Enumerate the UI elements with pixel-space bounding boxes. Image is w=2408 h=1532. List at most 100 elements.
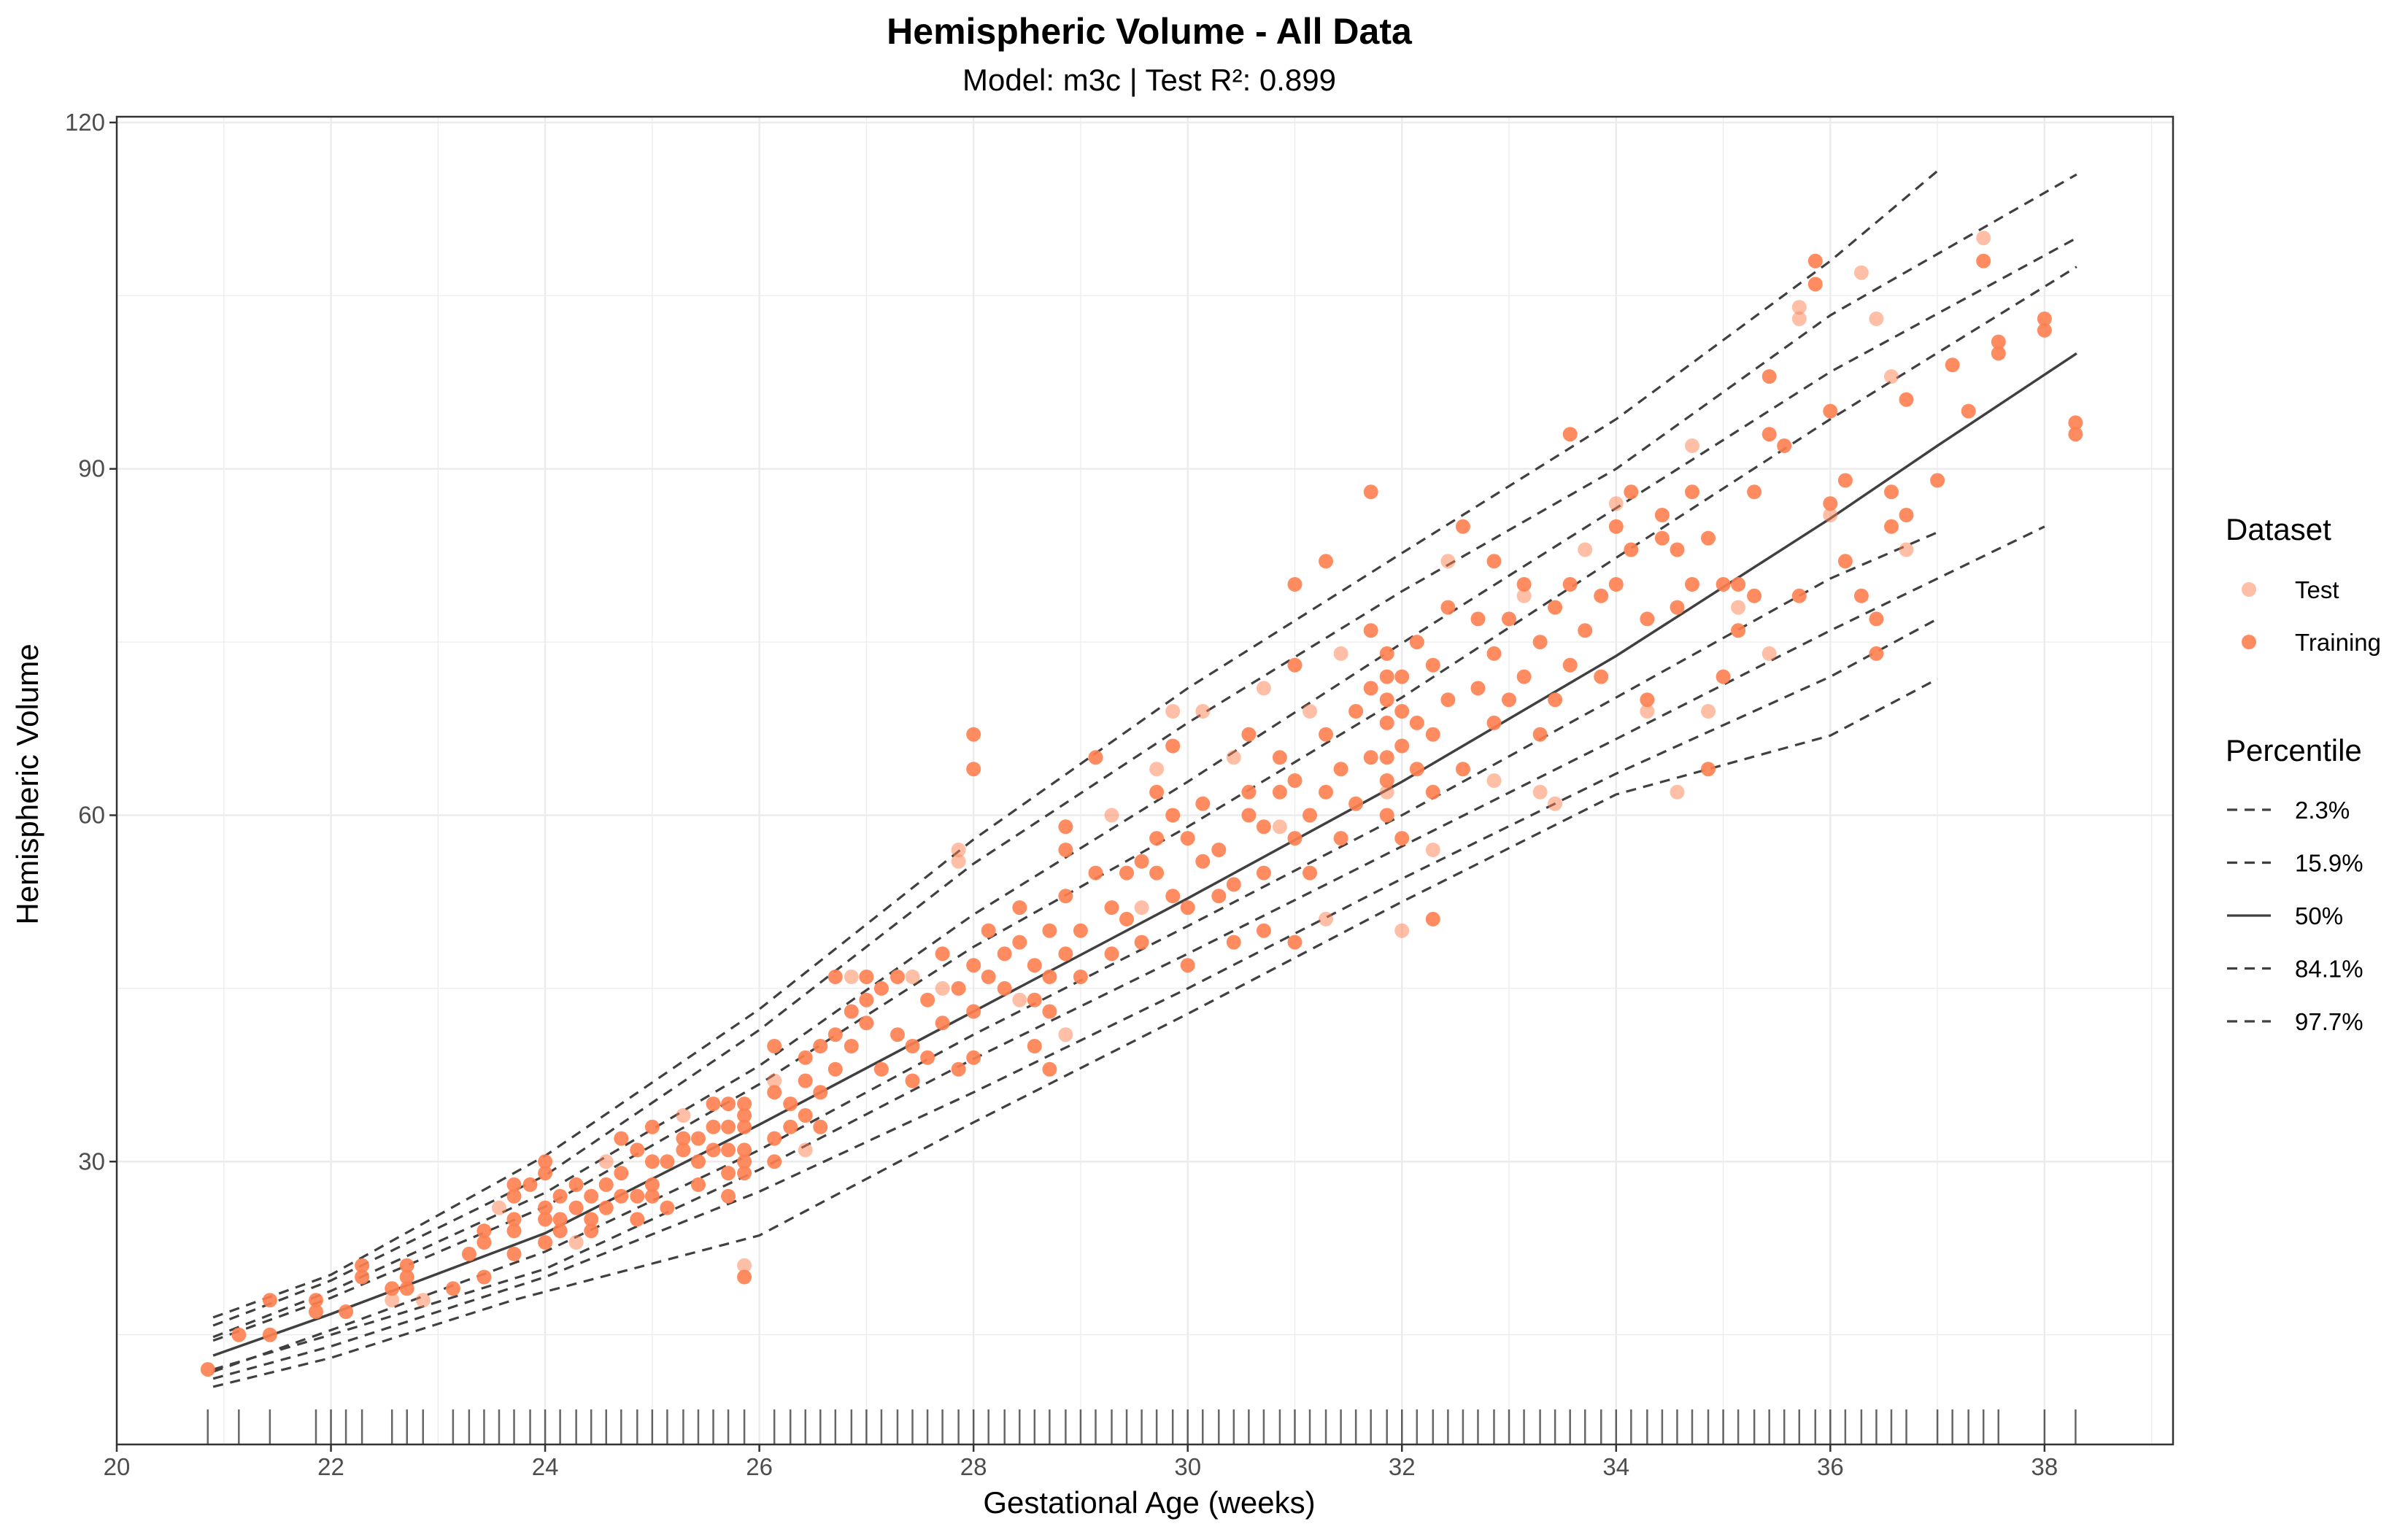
test-point: [1701, 704, 1716, 719]
training-point: [644, 1188, 660, 1204]
training-point: [355, 1258, 370, 1273]
training-point: [1853, 588, 1869, 603]
training-point: [1333, 762, 1348, 777]
training-point: [1104, 900, 1119, 916]
training-point: [1319, 554, 1333, 569]
training-point: [1807, 253, 1823, 268]
test-point: [1853, 265, 1869, 280]
training-point: [676, 1142, 691, 1158]
training-point: [1562, 577, 1578, 592]
percentile-curve: [212, 266, 2077, 1342]
training-point: [1088, 750, 1103, 765]
training-point: [1440, 692, 1456, 708]
training-point: [1502, 692, 1516, 708]
training-point: [568, 1200, 584, 1215]
training-point: [630, 1142, 645, 1158]
training-point: [1042, 1004, 1057, 1019]
training-point: [1516, 577, 1532, 592]
training-point: [1226, 877, 1241, 892]
test-point: [1058, 1027, 1073, 1042]
x-axis: 20 22 24 26 28 30 32 34 36 38: [104, 1444, 2058, 1480]
training-point: [1134, 854, 1149, 869]
legend-dataset-items: Test Training: [2242, 576, 2381, 656]
training-point: [1532, 727, 1548, 742]
training-point: [660, 1200, 675, 1215]
training-point: [1502, 611, 1516, 627]
training-point: [614, 1131, 629, 1146]
training-point: [399, 1258, 414, 1273]
training-point: [1256, 819, 1271, 835]
training-point: [767, 1085, 782, 1100]
training-point: [1211, 843, 1227, 857]
test-point: [1134, 900, 1149, 916]
training-point: [1042, 970, 1057, 984]
test-point: [737, 1258, 752, 1273]
training-point: [231, 1327, 247, 1342]
y-tick-label: 60: [78, 801, 105, 828]
legend-training-label: Training: [2295, 629, 2381, 656]
training-point: [737, 1119, 752, 1134]
training-point: [2037, 322, 2052, 338]
training-point: [844, 1004, 859, 1019]
legend-percentile-label: 84.1%: [2295, 956, 2363, 983]
y-tick-label: 30: [78, 1148, 105, 1175]
training-point: [737, 1096, 752, 1112]
training-point: [1486, 554, 1502, 569]
training-point: [1654, 530, 1670, 546]
test-point: [844, 970, 859, 984]
training-point: [1287, 773, 1303, 788]
training-point: [1012, 900, 1027, 916]
training-point: [1319, 727, 1333, 742]
training-point: [1455, 762, 1470, 777]
training-point: [1042, 1061, 1057, 1077]
plot-panel-border: [115, 115, 2174, 1446]
test-point: [1394, 923, 1410, 938]
training-point: [1379, 808, 1394, 823]
training-point: [1470, 611, 1486, 627]
training-point: [1837, 554, 1853, 569]
test-point: [951, 843, 966, 857]
training-point: [905, 1039, 920, 1053]
training-point: [355, 1269, 370, 1285]
training-point: [798, 1050, 813, 1065]
test-point: [1823, 508, 1838, 522]
x-tick-label: 32: [1389, 1453, 1416, 1480]
x-axis-title: Gestational Age (weeks): [983, 1485, 1315, 1520]
training-point: [262, 1293, 277, 1308]
training-point: [339, 1304, 354, 1319]
training-point: [1226, 935, 1241, 950]
test-point: [1976, 231, 1991, 246]
training-point: [920, 1050, 935, 1065]
test-point: [492, 1200, 506, 1215]
training-point: [767, 1039, 782, 1053]
training-point: [1425, 784, 1440, 800]
training-point: [1165, 738, 1181, 754]
training-point: [813, 1039, 828, 1053]
training-point: [1701, 530, 1716, 546]
test-point: [1226, 750, 1241, 765]
legend: Dataset Test Training Percentile 2.3% 15.9…: [2226, 512, 2381, 1035]
training-point: [1027, 958, 1042, 973]
training-point: [660, 1154, 675, 1169]
training-point: [1807, 276, 1823, 292]
test-point: [1165, 704, 1181, 719]
training-point: [1440, 600, 1456, 615]
training-point: [552, 1223, 568, 1239]
training-point: [1731, 577, 1746, 592]
training-point: [721, 1119, 736, 1134]
training-point: [1761, 427, 1777, 442]
training-point: [737, 1269, 752, 1285]
training-point: [1394, 831, 1410, 846]
grid-lines: [117, 117, 2173, 1444]
training-point: [1991, 334, 2006, 349]
rug-marks: [207, 1409, 2077, 1444]
training-point: [1149, 831, 1165, 846]
legend-test-key: [2242, 582, 2256, 597]
training-point: [461, 1246, 476, 1261]
training-point: [721, 1142, 736, 1158]
training-point: [721, 1166, 736, 1181]
training-point: [1287, 657, 1303, 673]
training-point: [630, 1188, 645, 1204]
x-tick-label: 26: [746, 1453, 773, 1480]
